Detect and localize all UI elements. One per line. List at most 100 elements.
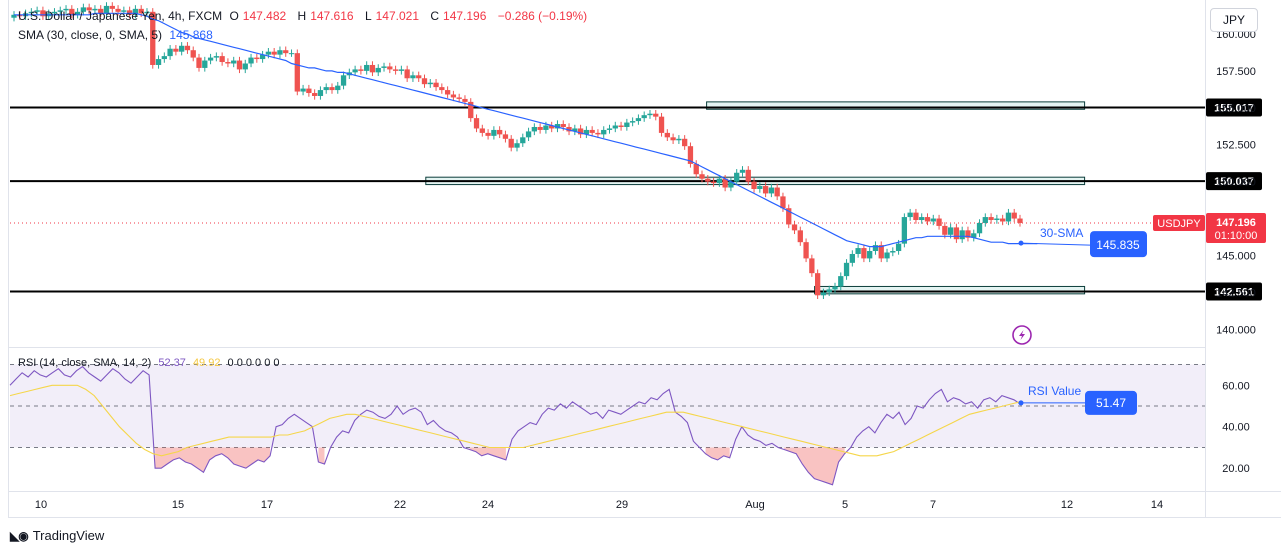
candle-body [624, 122, 630, 127]
level-badge-0 [1206, 98, 1262, 117]
candle-body [317, 90, 324, 96]
price-tick-label: 150.000 [1216, 177, 1256, 189]
candle-body [306, 88, 312, 94]
currency-button[interactable]: JPY [1210, 8, 1258, 32]
candle-body [890, 251, 896, 253]
candle-body [51, 11, 58, 14]
symbol-header: U.S. Dollar / Japanese Yen, 4h, FXCM O 14… [18, 9, 591, 23]
price-tick-label: 140.000 [1216, 324, 1256, 336]
rsi-axis[interactable]: 60.00 40.00 20.00 [1222, 380, 1250, 475]
candle-body [34, 10, 40, 12]
candle-body [300, 88, 306, 92]
candle-body [167, 48, 173, 57]
sma-annotation-value: 145.835 [1096, 238, 1140, 252]
candle-body [959, 230, 965, 240]
candle-body [231, 60, 237, 64]
candle-body [63, 8, 69, 11]
candle-body [236, 60, 243, 70]
candle-body [716, 178, 723, 184]
rsi-ma-line [9, 384, 1021, 457]
symbol-title[interactable]: U.S. Dollar / Japanese Yen, 4h, FXCM [18, 9, 223, 23]
candle-body [468, 101, 474, 119]
candle-group [11, 2, 1023, 300]
candle-body [254, 57, 260, 60]
candle-body [329, 87, 335, 91]
candle-body [352, 69, 358, 73]
candle-body [693, 163, 699, 175]
brand-name: TradingView [32, 528, 105, 543]
time-tick-label: 24 [482, 499, 494, 511]
countdown-label: 01:10:00 [1215, 230, 1258, 242]
time-tick-label: 15 [172, 499, 184, 511]
candle-body [791, 224, 798, 231]
candle-body [838, 276, 844, 287]
candle-body [895, 243, 902, 252]
candle-body [387, 66, 393, 70]
time-axis[interactable]: 10 15 17 22 24 29 Aug 5 7 12 14 [35, 499, 1163, 511]
open-value: 147.482 [242, 9, 287, 23]
candle-body [364, 64, 370, 71]
level-badge-2 [1206, 282, 1262, 301]
last-price-badge [1206, 213, 1266, 244]
brand-logo[interactable]: ◣◉ TradingView [10, 528, 104, 543]
events-flash-icon[interactable] [1012, 325, 1032, 345]
candle-body [982, 217, 988, 223]
candle-body [687, 146, 694, 164]
candle-body [554, 124, 561, 129]
candle-body [150, 11, 156, 65]
candle-body [497, 129, 503, 135]
candle-body [734, 172, 740, 182]
candle-body [398, 69, 405, 71]
candle-body [109, 5, 115, 9]
low-value: 147.021 [375, 9, 420, 23]
price-pane[interactable] [8, 0, 1205, 347]
candle-body [92, 8, 98, 11]
sma-label: SMA (30, close, 0, SMA, 5) [18, 28, 163, 42]
candle-body [878, 245, 884, 259]
rsi-annotation-label: RSI Value [1028, 384, 1081, 398]
rsi-oversold-fill [784, 447, 845, 485]
candle-body [930, 218, 936, 222]
candle-body [86, 7, 92, 11]
price-axis[interactable]: 160.000157.500155.000152.500150.000147.5… [1216, 29, 1256, 336]
candle-body [658, 116, 665, 133]
rsi-oversold-fill [705, 447, 730, 460]
candle-body [710, 181, 717, 184]
candle-body [745, 169, 751, 182]
candle-body [427, 82, 433, 85]
candle-body [184, 45, 191, 51]
candle-body [369, 64, 376, 73]
candle-body [1000, 218, 1006, 222]
candle-body [98, 8, 104, 14]
rsi-ma-header-value: 49.92 [192, 357, 221, 369]
candle-body [196, 57, 202, 68]
candle-body [225, 62, 231, 64]
time-tick-label: 5 [842, 499, 848, 511]
candle-body [1017, 218, 1023, 223]
time-tick-label: Aug [745, 499, 765, 511]
candle-body [69, 8, 75, 15]
price-tick-label: 142.500 [1216, 287, 1256, 299]
candle-body [340, 75, 347, 86]
candle-body [861, 248, 867, 259]
candle-body [919, 217, 925, 221]
price-tick-label: 152.500 [1216, 140, 1256, 152]
candle-body [531, 126, 537, 132]
candle-body [924, 217, 931, 222]
candle-body [722, 178, 728, 188]
rsi-annotation-badge [1085, 390, 1137, 415]
rsi-header[interactable]: RSI (14, close, SMA, 14, 2) 52.37 49.92 … [18, 357, 284, 369]
candle-body [537, 126, 543, 130]
time-tick-label: 7 [930, 499, 936, 511]
symbol-badge [1153, 215, 1205, 232]
sma-header[interactable]: SMA (30, close, 0, SMA, 5) 145.868 [18, 28, 217, 42]
candle-body [543, 125, 549, 130]
candle-body [323, 87, 329, 91]
candle-body [774, 187, 780, 197]
candle-body [375, 67, 381, 73]
candle-body [994, 218, 1000, 221]
candle-body [404, 69, 410, 79]
candle-body [907, 212, 913, 218]
